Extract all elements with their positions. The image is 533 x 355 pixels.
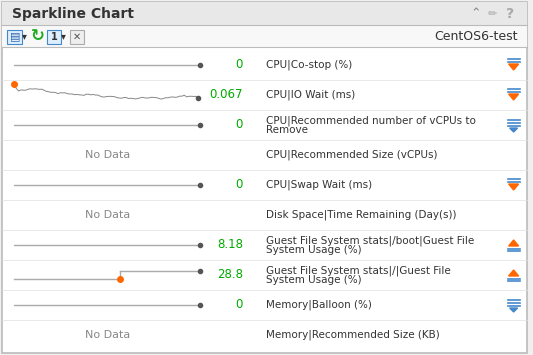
Text: CPU|IO Wait (ms): CPU|IO Wait (ms) xyxy=(266,90,355,100)
Text: 0.067: 0.067 xyxy=(209,88,243,102)
Text: System Usage (%): System Usage (%) xyxy=(266,275,361,285)
Polygon shape xyxy=(508,184,519,190)
Polygon shape xyxy=(508,240,519,246)
Text: System Usage (%): System Usage (%) xyxy=(266,245,361,255)
Text: 1: 1 xyxy=(51,32,58,42)
Text: CPU|Co-stop (%): CPU|Co-stop (%) xyxy=(266,60,352,70)
Text: ?: ? xyxy=(506,7,514,21)
FancyBboxPatch shape xyxy=(7,29,22,44)
Polygon shape xyxy=(508,64,519,70)
Text: No Data: No Data xyxy=(85,210,131,220)
Polygon shape xyxy=(508,270,519,276)
Text: ▾: ▾ xyxy=(61,32,66,42)
Text: No Data: No Data xyxy=(85,150,131,160)
Text: 8.18: 8.18 xyxy=(217,239,243,251)
Text: ⌃: ⌃ xyxy=(471,7,481,21)
Text: Sparkline Chart: Sparkline Chart xyxy=(12,7,134,21)
FancyBboxPatch shape xyxy=(47,29,61,44)
Text: CPU|Recommended Size (vCPUs): CPU|Recommended Size (vCPUs) xyxy=(266,150,437,160)
Polygon shape xyxy=(510,128,518,132)
Text: CPU|Recommended number of vCPUs to: CPU|Recommended number of vCPUs to xyxy=(266,116,475,126)
Polygon shape xyxy=(508,94,519,100)
FancyBboxPatch shape xyxy=(2,2,527,353)
Text: Guest File System stats|/|Guest File: Guest File System stats|/|Guest File xyxy=(266,266,450,276)
Text: Memory|Balloon (%): Memory|Balloon (%) xyxy=(266,300,372,310)
Text: 0: 0 xyxy=(236,299,243,311)
FancyBboxPatch shape xyxy=(70,29,84,44)
Text: 0: 0 xyxy=(236,59,243,71)
Text: ✏: ✏ xyxy=(488,9,497,19)
Text: CentOS6-test: CentOS6-test xyxy=(434,30,518,43)
Text: CPU|Swap Wait (ms): CPU|Swap Wait (ms) xyxy=(266,180,372,190)
Text: ▤: ▤ xyxy=(10,32,20,42)
Text: ↻: ↻ xyxy=(31,27,45,45)
Text: ✕: ✕ xyxy=(73,32,81,42)
Text: 0: 0 xyxy=(236,179,243,191)
Text: Memory|Recommended Size (KB): Memory|Recommended Size (KB) xyxy=(266,330,440,340)
Text: Remove: Remove xyxy=(266,125,308,135)
Text: No Data: No Data xyxy=(85,330,131,340)
Polygon shape xyxy=(510,308,518,312)
FancyBboxPatch shape xyxy=(2,2,527,25)
FancyBboxPatch shape xyxy=(2,25,527,47)
Text: ▾: ▾ xyxy=(22,32,27,42)
Text: 0: 0 xyxy=(236,119,243,131)
Text: 28.8: 28.8 xyxy=(217,268,243,282)
Text: Guest File System stats|/boot|Guest File: Guest File System stats|/boot|Guest File xyxy=(266,236,474,246)
Text: Disk Space|Time Remaining (Day(s)): Disk Space|Time Remaining (Day(s)) xyxy=(266,210,456,220)
